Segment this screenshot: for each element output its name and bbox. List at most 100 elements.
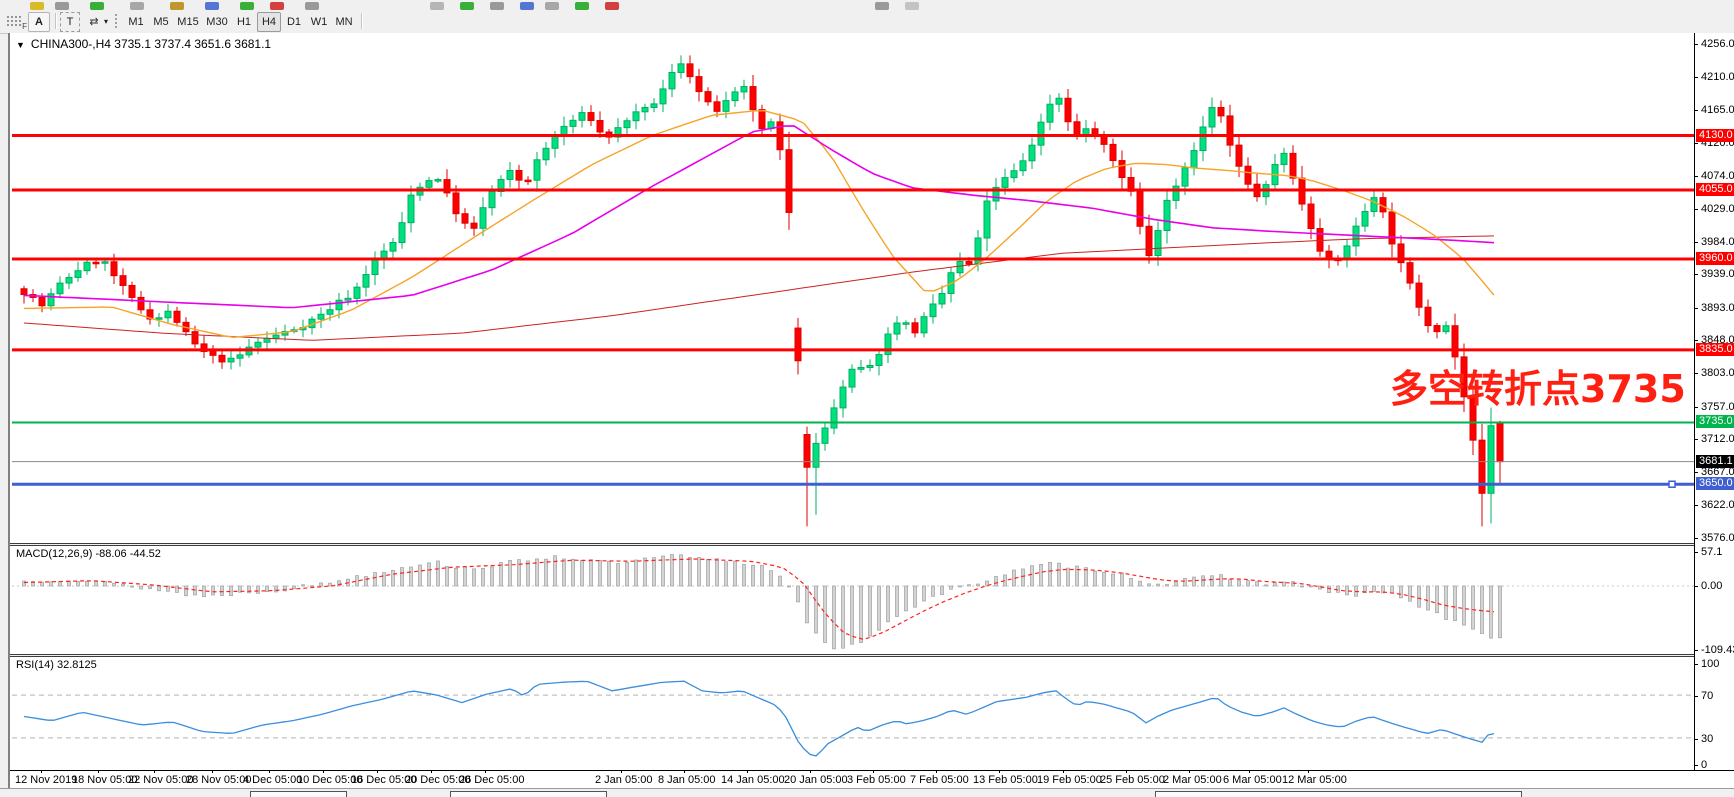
tick-mark [1695,738,1698,740]
timeframe-button-h4[interactable]: H4 [257,12,281,32]
price-axis[interactable]: 4256.0 4210.0 4165.0 4120.0 4074.0 4029.0 3984… [1694,33,1734,771]
text-annotation-button[interactable]: A [28,12,50,32]
price-tick-label: 3622.0 [1701,498,1734,511]
date-tick [621,771,622,773]
date-tick [154,771,155,773]
chart-tabs-bar-cutoff [0,788,1734,797]
toolbar-icon-cutoff[interactable] [240,2,254,10]
date-label: 7 Feb 05:00 [910,774,969,786]
toolbar-icon-cutoff[interactable] [305,2,319,10]
price-tick-label: 4074.0 [1701,170,1734,183]
rsi-tick-label: 70 [1701,690,1714,703]
date-tick [873,771,874,773]
date-label: 25 Feb 05:00 [1100,774,1165,786]
pane-separator[interactable] [10,543,1734,546]
toolbar-icon-cutoff[interactable] [55,2,69,10]
price-tick-label: 3893.0 [1701,301,1734,314]
chart-tab[interactable] [250,791,347,797]
rsi-pane[interactable] [12,657,1694,768]
date-axis[interactable]: 12 Nov 2019 18 Nov 05:00 22 Nov 05:00 28 No… [10,770,1734,787]
rsi-tick-label: 100 [1701,658,1720,670]
date-tick [41,771,42,773]
dropdown-caret-icon[interactable]: ▾ [103,17,108,26]
toolbar-icon-cutoff[interactable] [905,2,919,10]
price-tick-label: 3757.0 [1701,400,1734,413]
price-pane[interactable] [12,33,1694,543]
macd-pane[interactable] [12,546,1694,654]
tick-mark [1695,504,1698,506]
date-label: 14 Jan 05:00 [721,774,785,786]
toolbar-icon-cutoff[interactable] [520,2,534,10]
toolbar-icon-cutoff[interactable] [605,2,619,10]
tick-mark [1695,650,1698,652]
tick-mark [1695,537,1698,539]
rsi-tick-label: 30 [1701,732,1714,745]
tick-mark [1695,586,1698,587]
chart-tab[interactable] [1155,791,1522,797]
toolbar-icon-cutoff[interactable] [90,2,104,10]
toolbar-icon-cutoff[interactable] [205,2,219,10]
chart-tab[interactable] [450,791,607,797]
annotation-text: 多空转折点3735 [1390,367,1686,411]
date-label: 8 Jan 05:00 [658,774,716,786]
macd-tick-label: 57.1 [1701,546,1723,559]
tick-mark [1695,241,1698,243]
price-tick-label: 4210.0 [1701,71,1734,84]
date-label: 3 Feb 05:00 [847,774,906,786]
arrange-arrows-button[interactable]: ⇄ [84,12,104,32]
tick-mark [1695,696,1698,698]
hline-handle[interactable] [1668,480,1676,488]
timeframe-button-m5[interactable]: M5 [153,16,169,28]
timeframe-button-m15[interactable]: M15 [177,16,199,28]
price-badge-4055.0: 4055.0 [1696,183,1734,197]
date-tick [269,771,270,773]
price-badge-3960.0: 3960.0 [1696,252,1734,266]
toolbar-grip[interactable] [114,13,118,29]
rsi-label: RSI(14) 32.8125 [16,659,97,671]
timeframe-button-mn[interactable]: MN [335,16,353,28]
timeframe-button-m1[interactable]: M1 [128,16,144,28]
date-tick [212,771,213,773]
grid-icon[interactable]: F [6,15,27,31]
price-badge-3735.0: 3735.0 [1696,415,1734,429]
price-tick-label: 4165.0 [1701,104,1734,117]
toolbar-icon-cutoff[interactable] [460,2,474,10]
date-tick [1126,771,1127,773]
price-tick-label: 4029.0 [1701,202,1734,215]
date-tick [485,771,486,773]
price-badge-3835.0: 3835.0 [1696,342,1734,356]
date-label: 2 Mar 05:00 [1163,774,1222,786]
tick-mark [1695,373,1698,375]
timeframe-button-w1[interactable]: W1 [310,16,328,28]
toolbar-icon-cutoff[interactable] [875,2,889,10]
timeframe-button-d1[interactable]: D1 [286,16,302,28]
macd-tick-label: -109.43 [1701,644,1734,657]
toolbar-icon-cutoff[interactable] [130,2,144,10]
chart-title-text: CHINA300-,H4 3735.1 3737.4 3651.6 3681.1 [30,37,272,51]
tick-mark [1695,274,1698,276]
date-label: 12 Nov 2019 [15,774,78,786]
date-tick [323,771,324,773]
toolbar-icon-cutoff[interactable] [545,2,559,10]
date-label: 20 Jan 05:00 [784,774,848,786]
toolbar-icon-cutoff[interactable] [270,2,284,10]
date-tick [377,771,378,773]
toolbar-icon-cutoff[interactable] [490,2,504,10]
tick-mark [1695,471,1698,473]
text-label-button[interactable]: T [60,12,80,32]
price-tick-label: 3803.0 [1701,367,1734,380]
timeframe-button-m30[interactable]: M30 [206,16,228,28]
tick-mark [1695,307,1698,309]
date-tick [999,771,1000,773]
pane-separator-2[interactable] [10,654,1734,657]
toolbar-icon-cutoff[interactable] [430,2,444,10]
timeframe-button-h1[interactable]: H1 [236,16,252,28]
tick-mark [1695,439,1698,441]
toolbar-icon-cutoff[interactable] [170,2,184,10]
toolbar-icon-cutoff[interactable] [575,2,589,10]
date-tick [936,771,937,773]
date-label: 2 Jan 05:00 [595,774,653,786]
collapse-triangle-icon[interactable]: ▼ [16,40,25,50]
tick-mark [1695,176,1698,178]
toolbar-icon-cutoff[interactable] [30,2,44,10]
